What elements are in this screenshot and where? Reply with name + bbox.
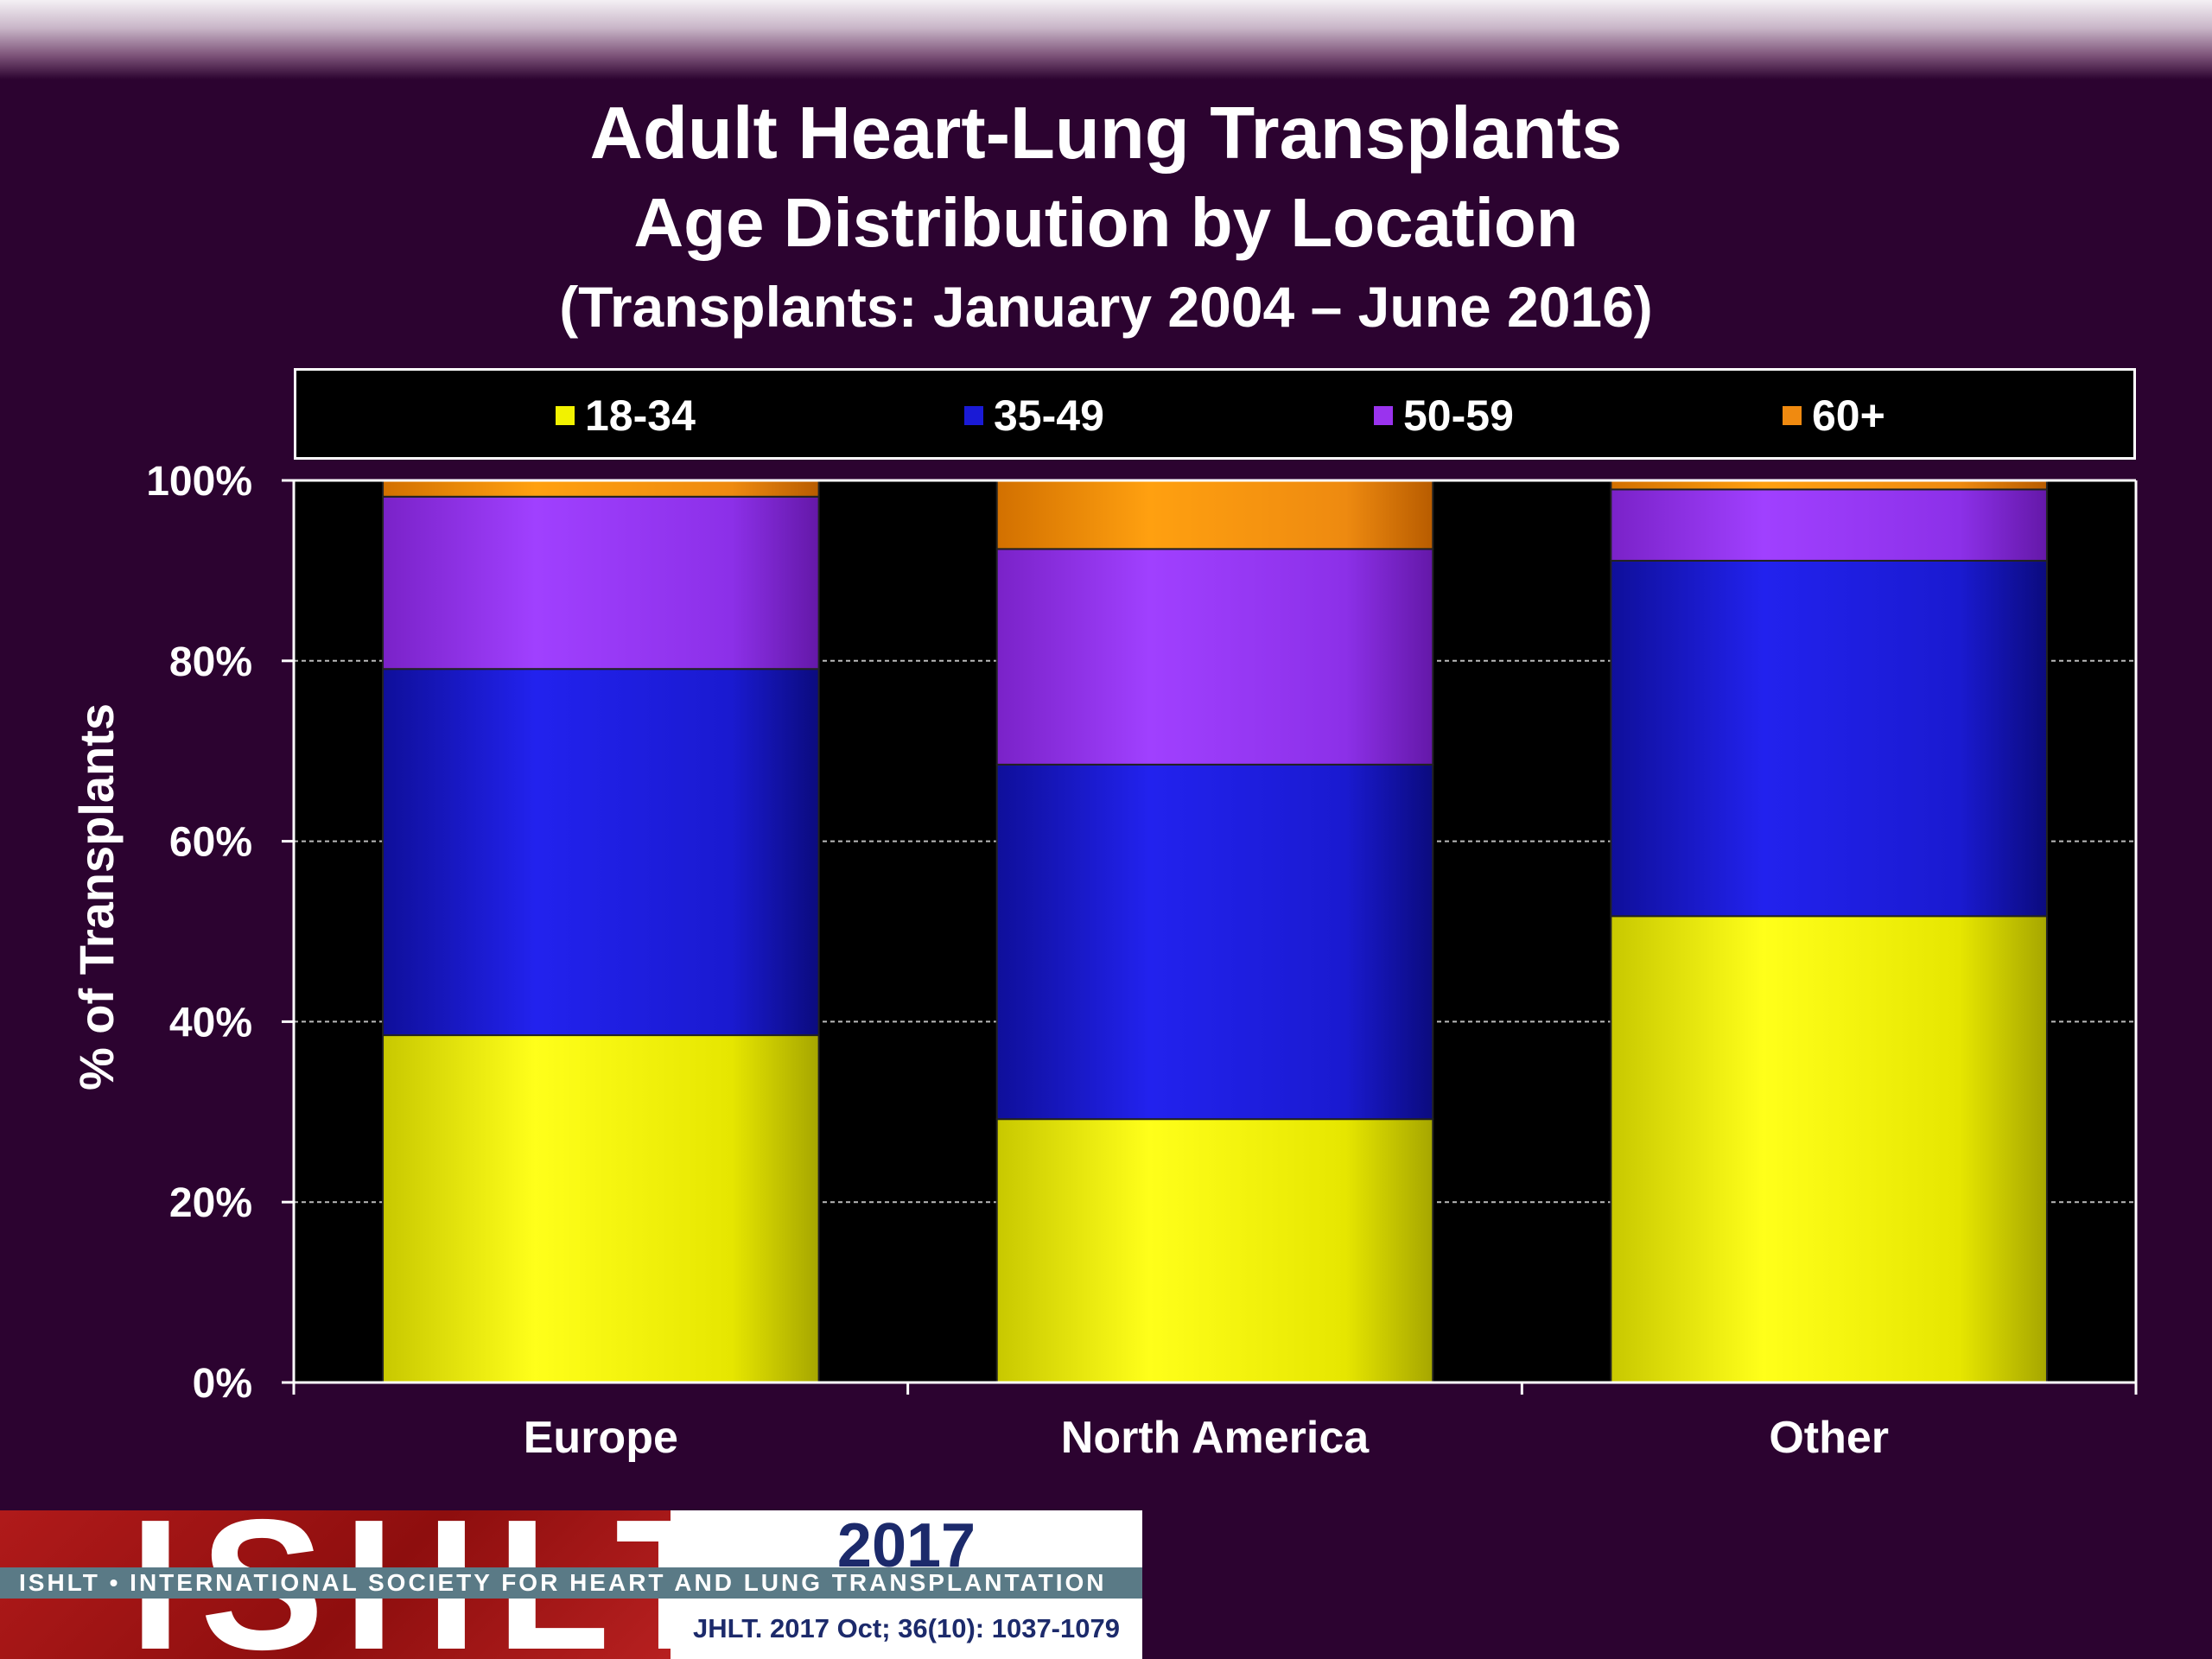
bar-segment-europe-18-34 xyxy=(382,1034,820,1384)
slide-title: Adult Heart-Lung Transplants xyxy=(589,92,1623,175)
ishlt-footer: ISHLT 2017 ISHLT • INTERNATIONAL SOCIETY… xyxy=(0,1510,1142,1659)
bar-segment-europe-50-59 xyxy=(382,495,820,671)
legend-label: 35-49 xyxy=(994,391,1104,440)
bar-segment-north-america-60plus xyxy=(995,480,1434,550)
slide-date-range: (Transplants: January 2004 – June 2016) xyxy=(559,275,1653,339)
bar-segment-other-18-34 xyxy=(1610,915,2048,1383)
legend-swatch xyxy=(964,406,983,425)
bar-segment-north-america-50-59 xyxy=(995,548,1434,766)
bar-segment-north-america-35-49 xyxy=(995,763,1434,1121)
bar-segment-other-35-49 xyxy=(1610,559,2048,918)
legend-item-35-49: 35-49 xyxy=(964,390,1104,442)
x-tick-labels: Europe North America Other xyxy=(524,1413,1889,1463)
y-tick-labels: 0% 20% 40% 60% 80% 100% xyxy=(146,459,252,1407)
y-tick-label: 20% xyxy=(169,1180,252,1226)
x-tick-label: North America xyxy=(1061,1413,1370,1463)
axes xyxy=(282,479,2138,1395)
legend-label: 18-34 xyxy=(585,391,696,440)
legend-item-18-34: 18-34 xyxy=(556,390,696,442)
header-gradient-band xyxy=(0,0,2212,79)
chart-legend: 18-34 35-49 50-59 60+ xyxy=(294,368,2136,460)
bar-segment-europe-60plus xyxy=(382,480,820,498)
legend-swatch xyxy=(1783,406,1802,425)
legend-label: 50-59 xyxy=(1403,391,1514,440)
y-tick-label: 0% xyxy=(193,1361,252,1407)
legend-label: 60+ xyxy=(1812,391,1885,440)
bar-segment-other-60plus xyxy=(1610,480,2048,491)
y-tick-label: 100% xyxy=(146,459,252,505)
legend-item-50-59: 50-59 xyxy=(1374,390,1514,442)
bars xyxy=(382,480,2048,1384)
y-tick-label: 60% xyxy=(169,820,252,866)
bar-segment-europe-35-49 xyxy=(382,668,820,1037)
bar-segment-other-50-59 xyxy=(1610,488,2048,562)
slide-subtitle: Age Distribution by Location xyxy=(633,184,1579,261)
x-tick-label: Europe xyxy=(524,1413,678,1463)
legend-item-60plus: 60+ xyxy=(1783,390,1885,442)
legend-swatch xyxy=(1374,406,1393,425)
ishlt-society-band: ISHLT • INTERNATIONAL SOCIETY FOR HEART … xyxy=(0,1567,1142,1599)
y-tick-label: 80% xyxy=(169,639,252,685)
bar-segment-north-america-18-34 xyxy=(995,1118,1434,1383)
x-tick-label: Other xyxy=(1769,1413,1889,1463)
footer-citation: JHLT. 2017 Oct; 36(10): 1037-1079 xyxy=(693,1613,1120,1643)
legend-swatch xyxy=(556,406,575,425)
y-tick-label: 40% xyxy=(169,1000,252,1046)
